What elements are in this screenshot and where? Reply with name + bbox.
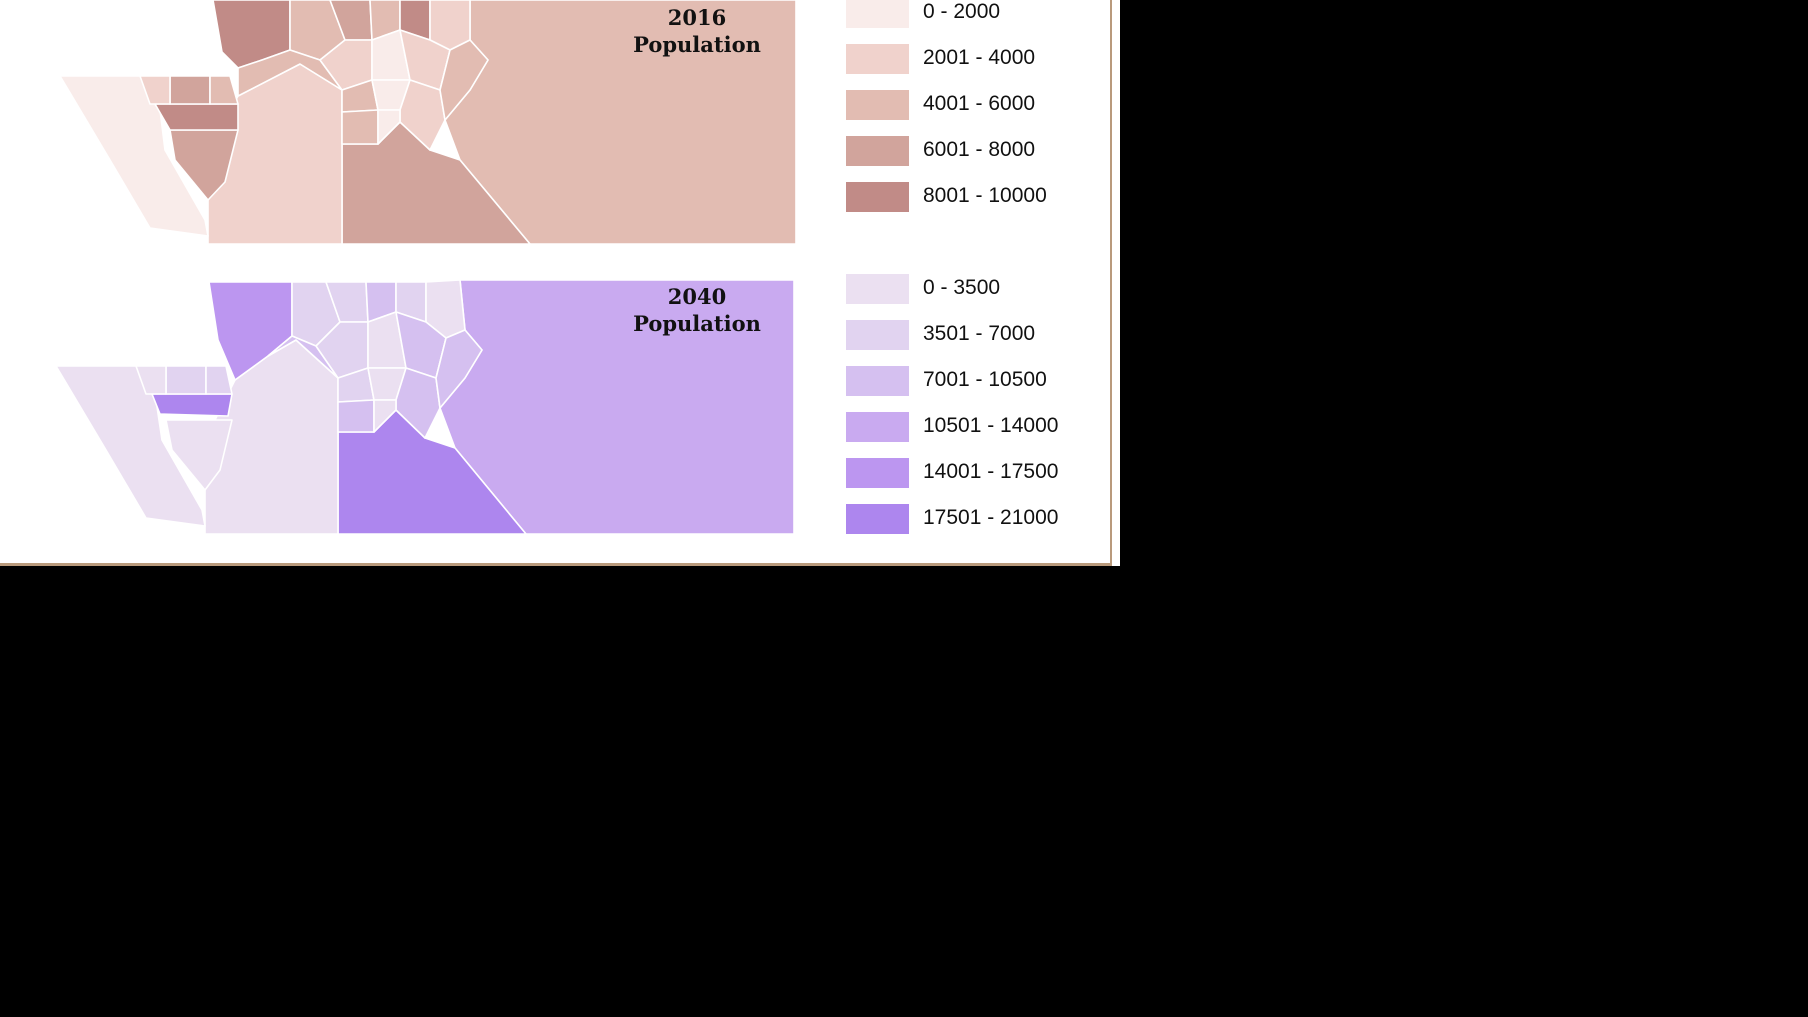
map-2016-regions	[59, 0, 797, 245]
legend-item-2040: 0 - 3500	[846, 274, 1106, 304]
legend-swatch	[846, 458, 909, 488]
legend-item-2016: 4001 - 6000	[846, 90, 1106, 120]
map-2040-regions	[55, 279, 795, 535]
legend-label: 3501 - 7000	[923, 322, 1036, 345]
region-west-e-2016	[209, 75, 239, 105]
map-title-2040: 2040 Population	[607, 283, 787, 337]
legend-item-2040: 14001 - 17500	[846, 458, 1106, 488]
region-north-b-2016	[237, 49, 343, 97]
legend-item-2016: 2001 - 4000	[846, 44, 1106, 74]
legend-label: 4001 - 6000	[923, 92, 1036, 115]
legend-swatch	[846, 136, 909, 166]
legend-swatch	[846, 182, 909, 212]
legend-item-2040: 17501 - 21000	[846, 504, 1106, 534]
legend-swatch	[846, 366, 909, 396]
region-mid-g-2040	[337, 399, 375, 433]
legend-swatch	[846, 412, 909, 442]
region-west-a-2040	[165, 419, 233, 491]
legend-swatch	[846, 44, 909, 74]
legend-label: 0 - 2000	[923, 0, 1001, 23]
map-year-2016: 2016	[667, 5, 727, 30]
legend-label: 14001 - 17500	[923, 460, 1059, 483]
region-mid-i-2016	[439, 39, 489, 121]
legend-label: 2001 - 4000	[923, 46, 1036, 69]
legend-item-2016: 0 - 2000	[846, 0, 1106, 28]
legend-label: 6001 - 8000	[923, 138, 1036, 161]
region-mid-h-2040	[373, 399, 397, 433]
legend-item-2016: 6001 - 8000	[846, 136, 1106, 166]
region-west-c-2040	[165, 365, 207, 395]
map-year-2040: 2040	[667, 284, 727, 309]
legend-item-2040: 10501 - 14000	[846, 412, 1106, 442]
map-panel: 2016 Population 2040 Population 0 - 2000…	[0, 0, 1120, 566]
legend-label: 0 - 3500	[923, 276, 1001, 299]
legend-label: 10501 - 14000	[923, 414, 1059, 437]
legend-label: 8001 - 10000	[923, 184, 1047, 207]
legend-swatch	[846, 0, 909, 28]
map-subtitle-2016: Population	[633, 32, 761, 57]
legend-swatch	[846, 320, 909, 350]
legend-item-2040: 7001 - 10500	[846, 366, 1106, 396]
panel-border-right	[1110, 0, 1112, 566]
region-mid-h-2016	[377, 109, 401, 145]
region-west-d-2016	[139, 75, 171, 105]
map-title-2016: 2016 Population	[607, 4, 787, 58]
legend-item-2016: 8001 - 10000	[846, 182, 1106, 212]
panel-border-bottom	[0, 563, 1112, 566]
region-mid-i-2040	[435, 329, 483, 409]
region-west-b-2040	[151, 393, 233, 417]
legend-label: 17501 - 21000	[923, 506, 1059, 529]
legend-item-2040: 3501 - 7000	[846, 320, 1106, 350]
region-west-e-2040	[205, 365, 233, 395]
map-subtitle-2040: Population	[633, 311, 761, 336]
legend-swatch	[846, 504, 909, 534]
legend-swatch	[846, 274, 909, 304]
legend-label: 7001 - 10500	[923, 368, 1047, 391]
legend-swatch	[846, 90, 909, 120]
region-west-d-2040	[135, 365, 167, 395]
